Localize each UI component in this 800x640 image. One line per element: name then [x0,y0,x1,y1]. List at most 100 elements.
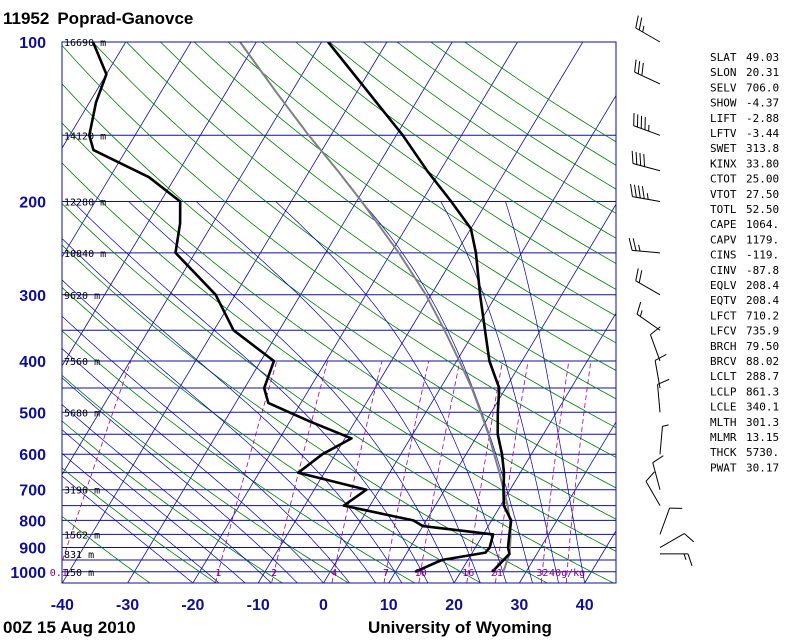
isotherm-line [519,421,616,583]
temperature-trace [327,42,513,573]
dry-adiabat [227,42,616,317]
index-value: 27.50 [746,188,779,201]
index-value: 208.4 [746,294,779,307]
index-key: VTOT [710,188,737,201]
mixing-ratio-line [418,360,461,583]
isotherm-line [62,42,322,476]
sounding-profiles [88,42,513,573]
temperature-tick-label: 30 [511,597,529,614]
index-value: 25.00 [746,173,779,186]
dry-adiabat [62,83,616,489]
dry-adiabat [62,467,217,583]
index-key: CINV [710,264,737,277]
index-value: 20.31 [746,66,779,79]
index-value: 706.0 [746,81,779,94]
dry-adiabat [62,122,616,520]
index-value: 288.7 [746,370,779,383]
pressure-tick-label: 500 [19,405,46,422]
moist-adiabat [72,201,429,583]
height-label: 10840 m [64,249,106,260]
index-key: EQTV [710,294,737,307]
index-value: 5730. [746,446,779,459]
temperature-tick-label: 10 [380,597,398,614]
moist-adiabat [128,201,455,583]
credit-label: University of Wyoming [368,618,552,637]
pressure-tick-label: 1000 [10,565,46,582]
index-key: LIFT [710,112,737,125]
temperature-tick-label: 20 [445,597,463,614]
height-label: 1562 m [64,530,100,541]
index-value: 88.02 [746,355,779,368]
wind-barb [659,507,683,535]
moist-adiabat [195,201,481,583]
moist-adiabat [275,201,507,583]
moist-adiabat [62,348,324,583]
height-label: 12280 m [64,197,106,208]
index-key: EQLV [710,279,737,292]
isotherm-line [192,42,518,583]
pressure-tick-label: 600 [19,447,46,464]
wind-barb [633,113,661,136]
index-key: BRCV [710,355,737,368]
dry-adiabat [160,42,616,371]
index-key: MLTH [710,416,737,429]
height-label: 14120 m [64,131,106,142]
moist-adiabat [62,404,272,583]
pressure-tick-label: 200 [19,194,46,211]
thermo-grid [0,42,616,583]
height-label: 9620 m [64,291,100,302]
moist-adiabat [440,201,559,583]
isotherm-line [62,42,257,367]
height-label: 3196 m [64,486,100,497]
mixing-ratio-line [215,360,278,583]
temperature-tick-label: 40 [576,597,594,614]
mixing-ratio-line [383,360,430,583]
index-value: 30.17 [746,461,779,474]
mixing-ratio-label: 0.1 [50,568,68,579]
temperature-tick-label: 0 [319,597,328,614]
moist-adiabat [62,315,350,583]
index-key: SWET [710,142,737,155]
height-label: 831 m [64,550,94,561]
mixing-ratio-label: 10 [415,568,427,579]
index-key: LCLP [710,385,737,398]
mixing-ratio-line [540,360,570,583]
index-value: 79.50 [746,340,779,353]
height-label: 150 m [64,568,94,579]
index-value: 313.8 [746,142,779,155]
pressure-tick-label: 800 [19,513,46,530]
station-title: 11952 Poprad-Ganovce [3,9,193,28]
index-value: -87.8 [746,264,779,277]
isotherm-line [0,42,60,583]
wind-barbs [628,15,695,566]
dry-adiabat [62,420,283,583]
index-value: 52.50 [746,203,779,216]
dry-adiabat [396,42,616,190]
index-key: LFCV [710,325,737,338]
wind-barb [652,455,664,490]
index-value: -2.88 [746,112,779,125]
mixing-ratio-label: 1 [215,568,221,579]
dry-adiabat [126,42,616,400]
pressure-tick-label: 300 [19,288,46,305]
temperature-tick-label: -10 [247,597,270,614]
isotherm-line [388,203,616,583]
index-key: LCLT [710,370,737,383]
moist-adiabat [62,377,298,583]
isotherm-line [453,312,616,583]
index-key: SLAT [710,51,737,64]
index-value: -119. [746,249,779,262]
temperature-tick-label: -20 [181,597,204,614]
temperature-tick-label: -30 [116,597,139,614]
index-value: 861.3 [746,385,779,398]
index-key: CTOT [710,173,737,186]
dry-adiabat [295,42,616,264]
index-key: BRCH [710,340,737,353]
pressure-tick-label: 700 [19,483,46,500]
wind-barb [635,15,661,43]
wind-barb [659,533,695,548]
index-value: 33.80 [746,157,779,170]
isotherm-line [323,94,616,583]
dry-adiabat [62,286,482,583]
